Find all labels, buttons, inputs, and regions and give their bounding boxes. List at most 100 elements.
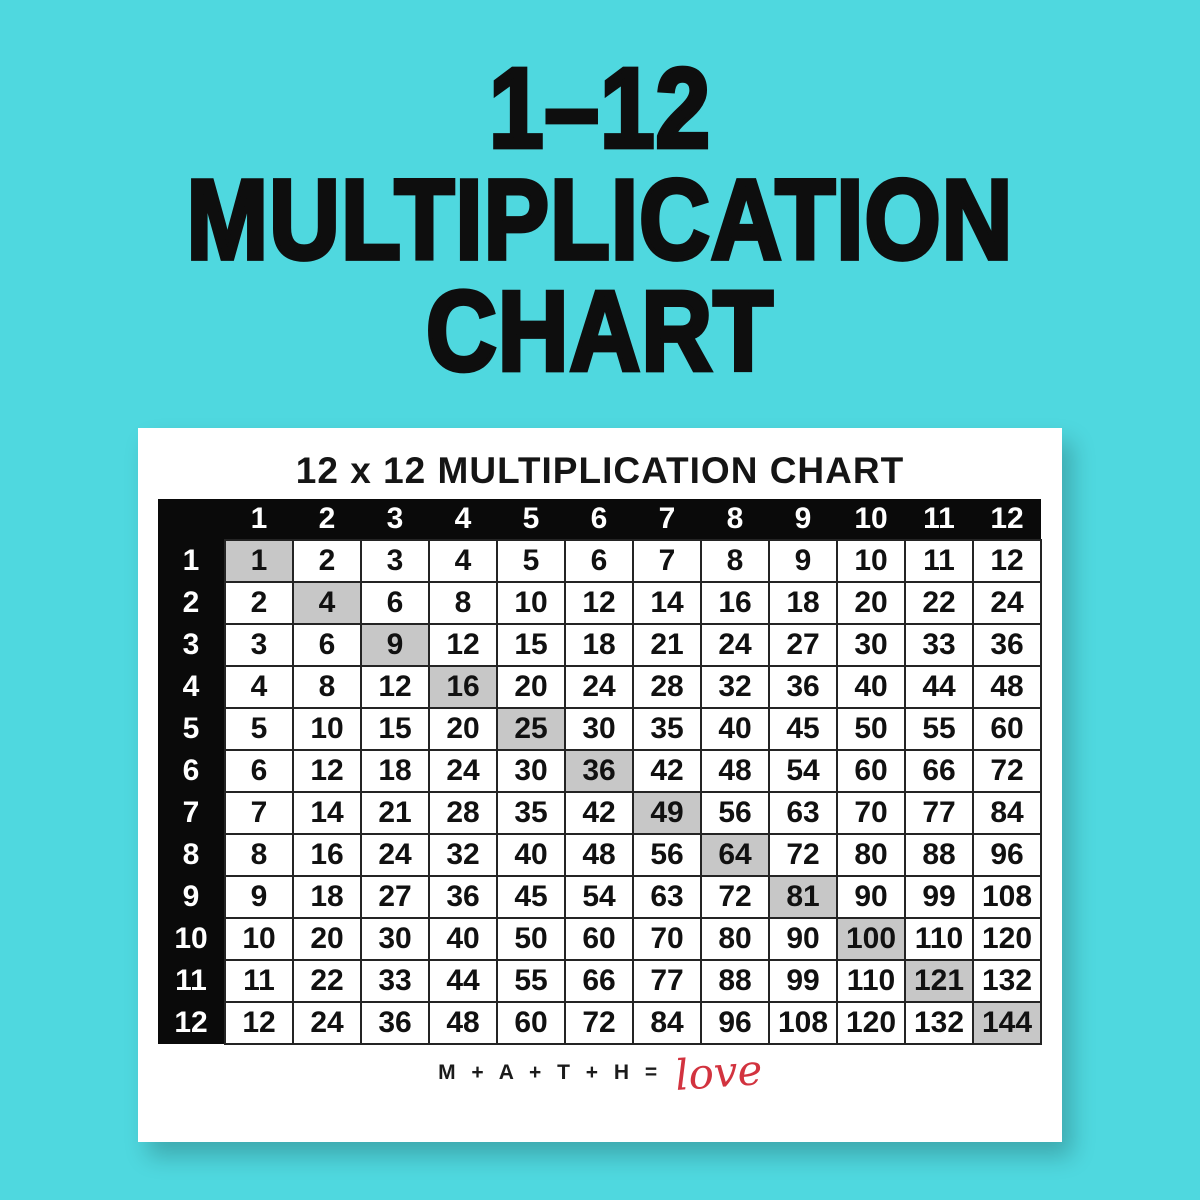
col-header-cell: 3 — [361, 499, 429, 540]
product-cell: 12 — [428, 623, 498, 667]
product-cell: 36 — [360, 1001, 430, 1045]
product-cell: 20 — [428, 707, 498, 751]
col-header-cell: 12 — [973, 499, 1041, 540]
product-cell: 21 — [360, 791, 430, 835]
product-cell: 35 — [496, 791, 566, 835]
product-cell: 36 — [768, 665, 838, 709]
table-row: 2 2 4 6 8 10 12 14 16 18 20 22 24 — [158, 581, 1042, 625]
title-line-3: CHART — [424, 266, 775, 395]
product-cell: 7 — [632, 539, 702, 583]
product-cell: 80 — [836, 833, 906, 877]
product-cell: 10 — [836, 539, 906, 583]
table-header-row: 1 2 3 4 5 6 7 8 9 10 11 12 — [158, 499, 1041, 540]
col-header-cell: 11 — [905, 499, 973, 540]
product-cell: 60 — [836, 749, 906, 793]
product-cell: 1 — [224, 539, 294, 583]
product-cell: 40 — [700, 707, 770, 751]
product-cell: 8 — [700, 539, 770, 583]
product-cell: 14 — [292, 791, 362, 835]
product-cell: 22 — [904, 581, 974, 625]
product-cell: 72 — [564, 1001, 634, 1045]
product-cell: 15 — [496, 623, 566, 667]
product-cell: 8 — [428, 581, 498, 625]
product-cell: 6 — [564, 539, 634, 583]
col-header-cell: 5 — [497, 499, 565, 540]
product-cell: 84 — [632, 1001, 702, 1045]
table-row: 10 10 20 30 40 50 60 70 80 90 100 110 120 — [158, 917, 1042, 961]
product-cell: 54 — [564, 875, 634, 919]
product-cell: 110 — [904, 917, 974, 961]
product-cell: 120 — [836, 1001, 906, 1045]
product-cell: 50 — [496, 917, 566, 961]
product-cell: 120 — [972, 917, 1042, 961]
product-cell: 16 — [700, 581, 770, 625]
product-cell: 9 — [768, 539, 838, 583]
product-cell: 132 — [904, 1001, 974, 1045]
product-cell: 20 — [836, 581, 906, 625]
col-header-cell: 9 — [769, 499, 837, 540]
product-cell: 4 — [428, 539, 498, 583]
product-cell: 12 — [360, 665, 430, 709]
product-cell: 32 — [700, 665, 770, 709]
product-cell: 66 — [904, 749, 974, 793]
product-cell: 48 — [428, 1001, 498, 1045]
product-cell: 14 — [632, 581, 702, 625]
col-header-cell: 4 — [429, 499, 497, 540]
product-cell: 11 — [904, 539, 974, 583]
product-cell: 15 — [360, 707, 430, 751]
table-row: 9 9 18 27 36 45 54 63 72 81 90 99 108 — [158, 875, 1042, 919]
row-header-cell: 7 — [158, 792, 225, 834]
product-cell: 16 — [428, 665, 498, 709]
product-cell: 44 — [904, 665, 974, 709]
row-header-cell: 8 — [158, 834, 225, 876]
product-cell: 90 — [768, 917, 838, 961]
col-header-cell: 1 — [225, 499, 293, 540]
col-header-cell: 2 — [293, 499, 361, 540]
page-title: 1–12 MULTIPLICATION CHART — [0, 43, 1200, 395]
chart-card: 12 x 12 MULTIPLICATION CHART 1 2 3 4 5 6 7 8 9 10… — [138, 428, 1062, 1142]
table-row: 5 5 10 15 20 25 30 35 40 45 50 55 60 — [158, 707, 1042, 751]
product-cell: 28 — [632, 665, 702, 709]
product-cell: 33 — [904, 623, 974, 667]
product-cell: 45 — [768, 707, 838, 751]
row-header-cell: 10 — [158, 918, 225, 960]
product-cell: 88 — [904, 833, 974, 877]
product-cell: 5 — [496, 539, 566, 583]
product-cell: 21 — [632, 623, 702, 667]
col-header-cell: 10 — [837, 499, 905, 540]
product-cell: 40 — [836, 665, 906, 709]
product-cell: 4 — [292, 581, 362, 625]
product-cell: 70 — [836, 791, 906, 835]
table-corner-cell — [158, 499, 225, 540]
product-cell: 12 — [224, 1001, 294, 1045]
product-cell: 108 — [768, 1001, 838, 1045]
product-cell: 144 — [972, 1001, 1042, 1045]
product-cell: 20 — [496, 665, 566, 709]
product-cell: 30 — [360, 917, 430, 961]
product-cell: 88 — [700, 959, 770, 1003]
product-cell: 18 — [292, 875, 362, 919]
product-cell: 30 — [496, 749, 566, 793]
title-line-1: 1–12 — [487, 43, 712, 172]
product-cell: 100 — [836, 917, 906, 961]
row-header-cell: 5 — [158, 708, 225, 750]
product-cell: 108 — [972, 875, 1042, 919]
product-cell: 4 — [224, 665, 294, 709]
product-cell: 2 — [292, 539, 362, 583]
product-cell: 8 — [224, 833, 294, 877]
product-cell: 2 — [224, 581, 294, 625]
product-cell: 18 — [360, 749, 430, 793]
product-cell: 132 — [972, 959, 1042, 1003]
product-cell: 60 — [564, 917, 634, 961]
row-header-cell: 4 — [158, 666, 225, 708]
product-cell: 44 — [428, 959, 498, 1003]
product-cell: 42 — [632, 749, 702, 793]
product-cell: 56 — [632, 833, 702, 877]
table-row: 4 4 8 12 16 20 24 28 32 36 40 44 48 — [158, 665, 1042, 709]
product-cell: 66 — [564, 959, 634, 1003]
product-cell: 30 — [836, 623, 906, 667]
product-cell: 30 — [564, 707, 634, 751]
product-cell: 6 — [224, 749, 294, 793]
product-cell: 72 — [972, 749, 1042, 793]
